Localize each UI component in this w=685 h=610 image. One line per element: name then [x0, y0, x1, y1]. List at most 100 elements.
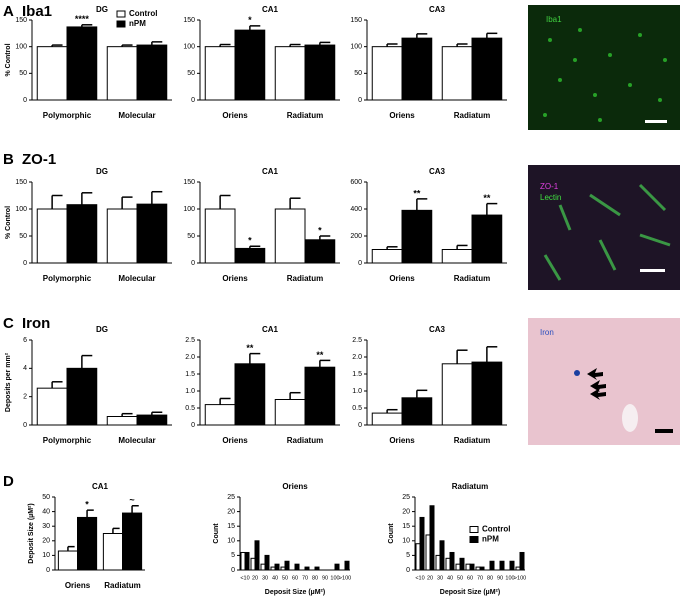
chart: CA3 0 200 400 600 Oriens ** Radiatum ** — [350, 167, 507, 283]
chart: CA3 0 0.5 1.0 1.5 2.0 2.5 Oriens Radiatum — [352, 325, 507, 445]
y-tick-label: 100 — [183, 44, 195, 51]
bar — [274, 46, 306, 101]
bar — [77, 516, 98, 571]
bar — [469, 563, 475, 571]
bar — [270, 566, 276, 571]
significance-label: ** — [413, 188, 421, 198]
chart-title: CA1 — [262, 325, 279, 334]
chart-title: DG — [96, 325, 108, 334]
y-tick-label: 20 — [402, 508, 410, 515]
scale-bar — [640, 269, 665, 272]
y-tick-label: 40 — [42, 508, 50, 515]
y-tick-label: 20 — [42, 538, 50, 545]
panel-letter: C — [3, 315, 14, 332]
x-tick-label: 90 — [497, 575, 503, 581]
legend-swatch — [469, 536, 479, 543]
bar — [102, 533, 123, 571]
x-tick-label: Radiatum — [287, 274, 323, 283]
y-tick-label: 150 — [183, 17, 195, 24]
y-axis-label: Count — [388, 523, 395, 544]
legend-label: nPM — [129, 19, 146, 28]
y-tick-label: 2 — [23, 394, 27, 401]
chart-title: CA1 — [262, 167, 279, 176]
bar — [204, 404, 236, 426]
x-tick-label: Oriens — [65, 581, 91, 590]
y-tick-label: 150 — [15, 179, 27, 186]
panel-label: Iron — [22, 315, 50, 332]
bar — [244, 551, 250, 571]
legend-label: Control — [129, 9, 157, 18]
y-tick-label: 600 — [350, 179, 362, 186]
bar — [435, 554, 441, 571]
chart: DG % Control 0 50 100 150 Polymorphic Molecular — [5, 167, 172, 283]
y-tick-label: 200 — [350, 233, 362, 240]
chart-title: DG — [96, 5, 108, 14]
bar — [314, 566, 320, 571]
x-tick-label: 20 — [427, 575, 433, 581]
bar — [122, 512, 143, 571]
bar — [136, 414, 168, 426]
bar — [254, 540, 260, 571]
y-tick-label: 20 — [227, 508, 235, 515]
y-axis-label: % Control — [5, 43, 12, 76]
bar — [234, 247, 266, 264]
bar — [136, 203, 168, 264]
bar — [334, 563, 340, 571]
x-tick-label: Oriens — [389, 274, 415, 283]
bar — [371, 249, 403, 264]
bar — [401, 37, 433, 101]
y-tick-label: 2.0 — [352, 354, 362, 361]
x-tick-label: Oriens — [222, 111, 248, 120]
legend-swatch — [116, 20, 126, 28]
y-tick-label: 25 — [402, 494, 410, 501]
significance-label: * — [248, 15, 252, 25]
y-tick-label: 100 — [15, 44, 27, 51]
bar — [401, 397, 433, 426]
bar — [304, 239, 336, 264]
x-tick-label: Radiatum — [454, 111, 490, 120]
y-tick-label: 5 — [231, 552, 235, 559]
x-tick-label: 50 — [457, 575, 463, 581]
x-tick-label: 30 — [262, 575, 268, 581]
bar — [284, 560, 290, 571]
image — [528, 5, 680, 130]
bar — [66, 26, 98, 101]
x-tick-label: 60 — [292, 575, 298, 581]
bar — [419, 516, 425, 571]
y-tick-label: 5 — [406, 552, 410, 559]
y-tick-label: 10 — [402, 538, 410, 545]
y-tick-label: 2.5 — [352, 337, 362, 344]
y-tick-label: 0 — [23, 97, 27, 104]
x-tick-label: >100 — [339, 575, 351, 581]
chart: DG % Control 0 50 100 150 Polymorphic **** Molec… — [5, 5, 172, 120]
bar — [509, 560, 515, 571]
x-tick-label: Oriens — [389, 111, 415, 120]
legend-label: Control — [482, 525, 510, 534]
bar — [234, 363, 266, 426]
chart: CA3 0 50 100 150 Oriens Radiatum — [350, 5, 507, 120]
bar — [344, 560, 350, 571]
chart: Oriens Count Deposit Size (µM²) 0 5 10 15 20 25 <… — [213, 482, 351, 596]
y-tick-label: 50 — [19, 233, 27, 240]
y-tick-label: 0 — [23, 260, 27, 267]
y-tick-label: 50 — [19, 70, 27, 77]
y-tick-label: 50 — [187, 70, 195, 77]
y-axis-label: % Control — [5, 206, 12, 239]
x-tick-label: 40 — [447, 575, 453, 581]
y-tick-label: 1.0 — [352, 388, 362, 395]
bar — [280, 566, 286, 571]
significance-label: ** — [246, 343, 254, 353]
arrows — [587, 368, 606, 400]
x-tick-label: 30 — [437, 575, 443, 581]
panel-letter: D — [3, 473, 14, 490]
significance-label: * — [318, 225, 322, 235]
y-axis-label: Deposit Size (µM²) — [28, 503, 35, 563]
chart-title: CA3 — [429, 5, 446, 14]
bar — [445, 557, 451, 571]
y-tick-label: 0 — [23, 422, 27, 429]
y-tick-label: 25 — [227, 494, 235, 501]
x-tick-label: 90 — [322, 575, 328, 581]
bar — [515, 566, 521, 571]
y-tick-label: 0 — [358, 422, 362, 429]
